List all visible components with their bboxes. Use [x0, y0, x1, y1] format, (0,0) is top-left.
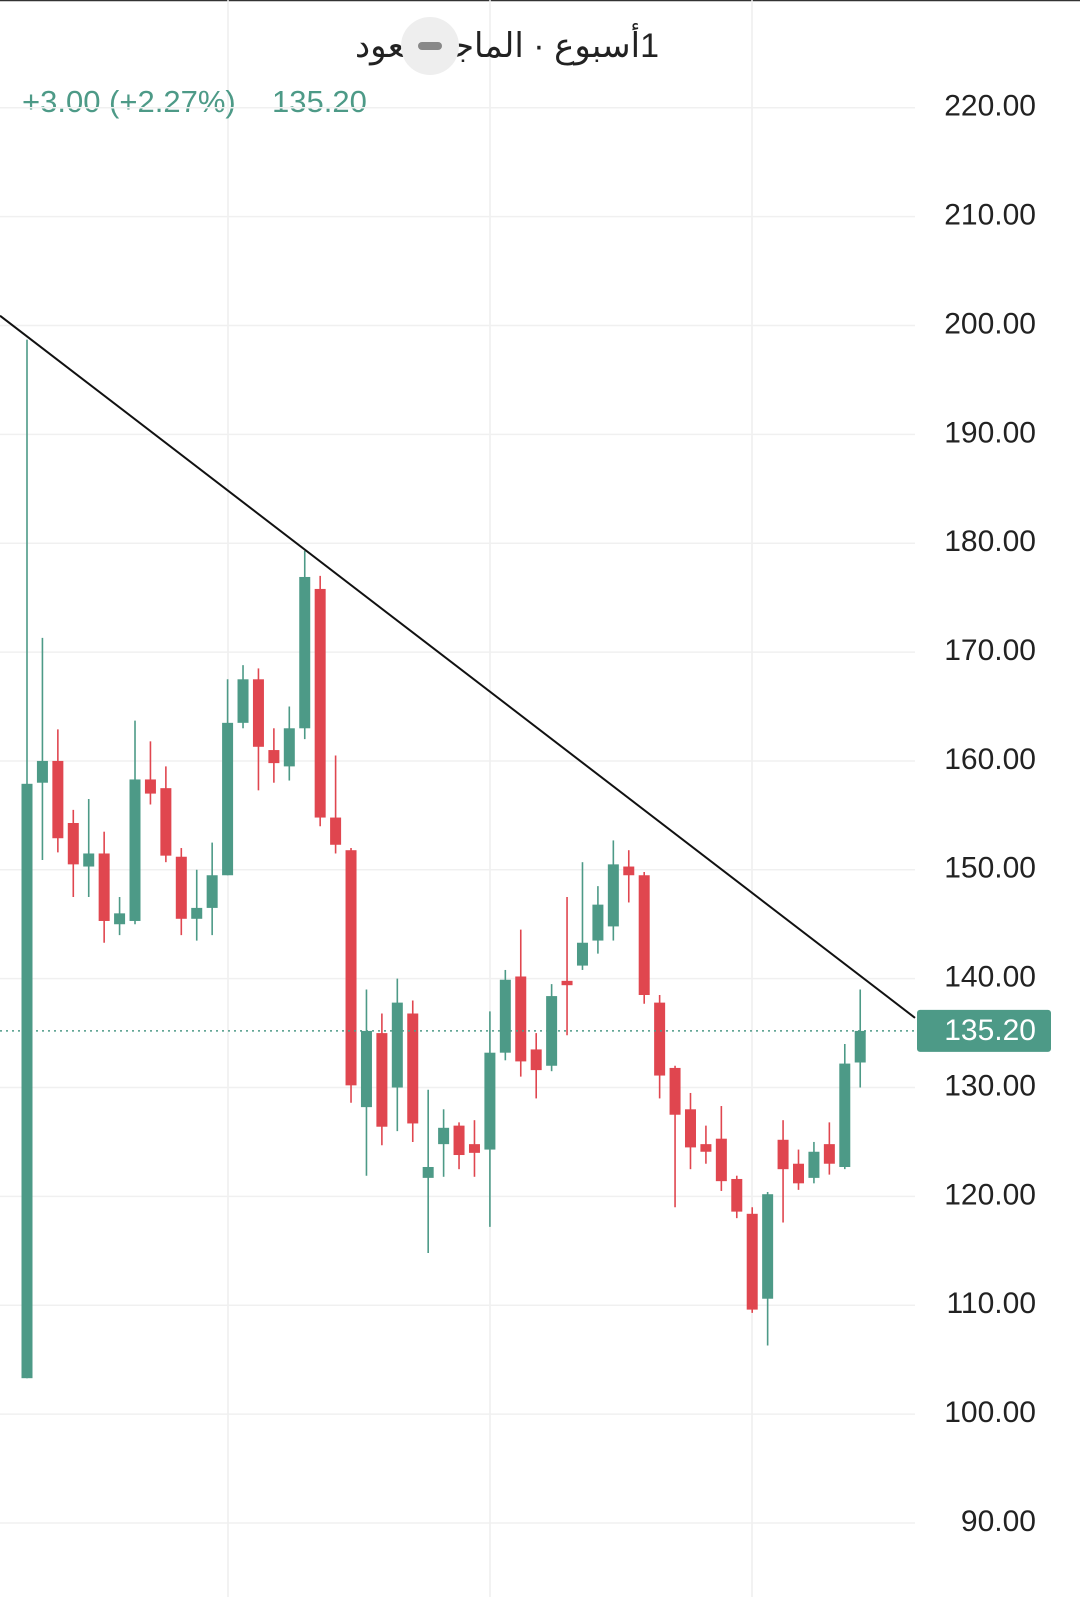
candle-body — [777, 1139, 789, 1170]
candle-body — [746, 1213, 758, 1310]
candle-body — [83, 853, 95, 867]
candle-body — [360, 1030, 372, 1108]
y-tick-label: 200.00 — [944, 307, 1036, 340]
candle-body — [592, 904, 604, 941]
candle-body — [175, 856, 187, 919]
candle-body — [36, 760, 48, 783]
y-tick-label: 120.00 — [944, 1178, 1036, 1211]
y-tick-label: 90.00 — [961, 1505, 1036, 1538]
candle-body — [129, 779, 141, 921]
candle-body — [576, 942, 588, 966]
last-price: 135.20 — [272, 84, 367, 119]
candle-body — [715, 1138, 727, 1182]
candle-body — [654, 1002, 666, 1076]
candle-body — [638, 875, 650, 995]
price-change: +3.00 (+2.27%) — [22, 84, 236, 119]
candle-body — [237, 679, 249, 723]
candle-body — [607, 864, 619, 927]
candle-body — [700, 1144, 712, 1152]
trendline — [0, 314, 916, 1019]
candle-body — [684, 1109, 696, 1148]
candle-body — [499, 979, 511, 1053]
candle-body — [345, 850, 357, 1086]
y-tick-label: 110.00 — [946, 1287, 1036, 1320]
candle-body — [468, 1144, 480, 1153]
candle-body — [669, 1067, 681, 1115]
candle-body — [515, 976, 527, 1062]
candle-body — [407, 1013, 419, 1124]
y-tick-label: 220.00 — [944, 90, 1036, 123]
y-tick-label: 170.00 — [944, 634, 1036, 667]
candle-body — [731, 1178, 743, 1212]
candle-body — [114, 913, 126, 925]
candle-body — [98, 853, 110, 921]
candle-body — [546, 996, 558, 1066]
last-price-label: 135.20 — [944, 1014, 1036, 1047]
y-tick-label: 190.00 — [944, 416, 1036, 449]
candle-body — [484, 1052, 496, 1150]
y-tick-label: 130.00 — [944, 1069, 1036, 1102]
y-tick-label: 210.00 — [944, 199, 1036, 232]
candle-body — [67, 822, 79, 865]
candle-body — [839, 1063, 851, 1167]
candle-body — [268, 750, 280, 764]
y-tick-label: 140.00 — [944, 961, 1036, 994]
candle-body — [561, 980, 573, 986]
y-tick-label: 180.00 — [944, 525, 1036, 558]
candle-body — [206, 875, 218, 908]
chart-title: 1أسبوع · الماجد للعود — [355, 23, 659, 66]
candle-body — [252, 679, 264, 747]
candle-body — [283, 728, 295, 767]
candle-body — [191, 907, 203, 919]
candle-body — [422, 1166, 434, 1178]
candle-body — [823, 1144, 835, 1164]
candle-body — [808, 1151, 820, 1178]
candle-body — [21, 783, 33, 1379]
candle-body — [144, 779, 156, 794]
candle-body — [52, 760, 64, 839]
candle-body — [438, 1127, 450, 1145]
candle-body — [854, 1030, 866, 1063]
candle-body — [530, 1049, 542, 1071]
y-tick-label: 160.00 — [944, 743, 1036, 776]
candle-body — [222, 722, 234, 876]
candle-body — [299, 576, 311, 729]
candle-body — [314, 588, 326, 818]
candle-body — [762, 1194, 774, 1299]
candle-body — [376, 1033, 388, 1127]
candle-body — [623, 866, 635, 876]
candle-body — [330, 817, 342, 845]
candle-body — [160, 788, 172, 856]
y-tick-label: 100.00 — [944, 1396, 1036, 1429]
collapse-icon — [418, 42, 442, 50]
candle-body — [793, 1163, 804, 1184]
last-price-tag — [917, 1009, 1051, 1052]
candle-body — [453, 1125, 465, 1156]
y-tick-label: 150.00 — [944, 852, 1036, 885]
candle-body — [391, 1002, 403, 1088]
